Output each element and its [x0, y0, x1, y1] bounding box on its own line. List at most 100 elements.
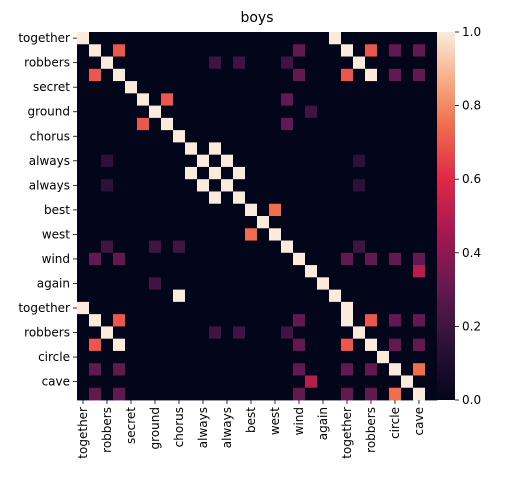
heatmap-cell [221, 240, 234, 254]
heatmap-cell [245, 81, 258, 94]
heatmap-cell [377, 191, 390, 205]
heatmap-cell [101, 56, 114, 70]
heatmap-cell [401, 68, 414, 82]
heatmap-cell [113, 166, 126, 180]
heatmap-cell [245, 350, 258, 364]
heatmap-cell [173, 44, 186, 57]
heatmap-cell [197, 216, 210, 229]
heatmap-cell [197, 44, 210, 57]
heatmap-cell [113, 142, 126, 156]
heatmap-cell [269, 326, 282, 340]
heatmap-cell [425, 203, 438, 217]
heatmap-cell [197, 191, 210, 205]
heatmap-cell [173, 93, 186, 106]
heatmap-cell [305, 252, 318, 266]
heatmap-cell [209, 338, 222, 352]
heatmap-cell [173, 117, 186, 131]
heatmap-cell [113, 44, 126, 57]
heatmap-cell [137, 314, 150, 327]
heatmap-cell [221, 228, 234, 241]
y-tick-label: circle [38, 350, 70, 364]
heatmap-cell [245, 68, 258, 82]
heatmap-cell [317, 203, 330, 217]
heatmap-cell [281, 265, 294, 278]
heatmap-cell [365, 338, 378, 352]
heatmap-cell [413, 117, 426, 131]
heatmap-cell [317, 105, 330, 119]
heatmap-cell [353, 289, 366, 303]
heatmap-cell [329, 252, 342, 266]
heatmap-cell [161, 289, 174, 303]
heatmap-cell [125, 252, 138, 266]
heatmap-cell [173, 179, 186, 192]
heatmap-cell [413, 301, 426, 315]
heatmap-cell [77, 228, 90, 241]
heatmap-cell [161, 142, 174, 156]
heatmap-cell [365, 130, 378, 143]
heatmap-cell [149, 130, 162, 143]
heatmap-cell [293, 265, 306, 278]
heatmap-cell [209, 277, 222, 290]
heatmap-cell [233, 350, 246, 364]
heatmap-cell [221, 68, 234, 82]
heatmap-cell [161, 326, 174, 340]
heatmap-cell [305, 32, 318, 45]
heatmap-cell [221, 375, 234, 389]
heatmap-cell [149, 240, 162, 254]
heatmap-cell [89, 154, 102, 168]
heatmap-cell [161, 68, 174, 82]
heatmap-cell [149, 277, 162, 290]
heatmap-cell [257, 289, 270, 303]
heatmap-cell [113, 375, 126, 389]
heatmap-cell [89, 105, 102, 119]
heatmap-cell [401, 130, 414, 143]
heatmap-cell [89, 314, 102, 327]
heatmap-cell [365, 326, 378, 340]
heatmap-cell [137, 44, 150, 57]
colorbar-tick-label: 0.0 [462, 393, 481, 407]
heatmap-cell [185, 32, 198, 45]
heatmap-cell [113, 154, 126, 168]
heatmap-cell [425, 314, 438, 327]
heatmap-cell [89, 375, 102, 389]
heatmap-cell [389, 350, 402, 364]
heatmap-cell [353, 142, 366, 156]
heatmap-cell [353, 154, 366, 168]
heatmap-cell [137, 105, 150, 119]
heatmap-cell [305, 265, 318, 278]
heatmap-cell [161, 203, 174, 217]
heatmap-cell [173, 265, 186, 278]
heatmap-cell [305, 130, 318, 143]
heatmap-cell [389, 228, 402, 241]
heatmap-cell [149, 338, 162, 352]
colorbar-ticks: 0.0 0.2 0.4 0.6 0.8 1.0 [455, 25, 481, 407]
heatmap-cell [89, 179, 102, 192]
heatmap-cell [293, 117, 306, 131]
heatmap-cell [221, 130, 234, 143]
heatmap-cell [293, 56, 306, 70]
heatmap-cell [161, 56, 174, 70]
heatmap-cell [173, 228, 186, 241]
heatmap-cell [401, 203, 414, 217]
heatmap-cell [341, 68, 354, 82]
heatmap-cell [401, 154, 414, 168]
heatmap-cell [197, 68, 210, 82]
heatmap-cell [401, 44, 414, 57]
heatmap-cell [317, 338, 330, 352]
heatmap-cell [233, 301, 246, 315]
heatmap-cell [425, 130, 438, 143]
heatmap-cell [149, 32, 162, 45]
heatmap-cell [365, 375, 378, 389]
heatmap-cell [77, 191, 90, 205]
heatmap-cell [365, 203, 378, 217]
heatmap-cell [245, 166, 258, 180]
heatmap-cell [209, 387, 222, 401]
heatmap-cell [317, 179, 330, 192]
heatmap-cell [197, 56, 210, 70]
heatmap-cell [173, 252, 186, 266]
heatmap-cell [281, 191, 294, 205]
heatmap-cell [185, 93, 198, 106]
heatmap-cell [245, 117, 258, 131]
heatmap-cell [293, 32, 306, 45]
heatmap-cell [101, 93, 114, 106]
